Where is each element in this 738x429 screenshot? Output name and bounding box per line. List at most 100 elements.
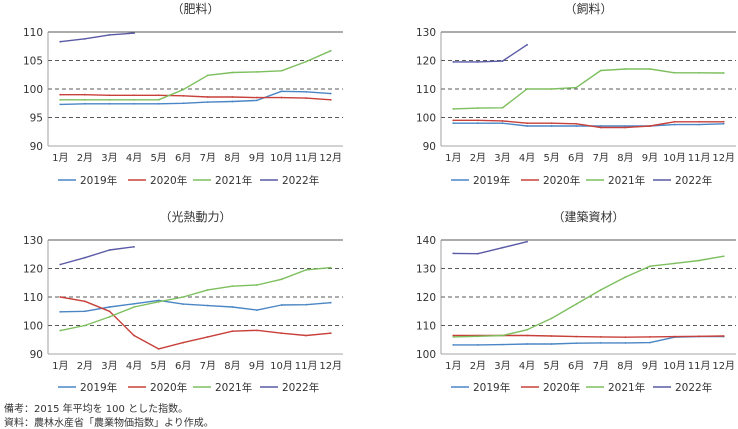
chart-panel-3: （光熱動力） 90 100 110 120 130 1月 2月 3月 4月 5月 6月 7月 8月 9月 10… [23, 210, 343, 394]
series-line-2020年 [60, 93, 331, 101]
x-tick-label: 10月 [663, 360, 686, 372]
series-line-2019年 [60, 299, 331, 313]
y-tick-label: 90 [423, 141, 436, 153]
data-point [206, 74, 209, 77]
data-point [108, 310, 111, 313]
data-point [157, 102, 160, 105]
x-tick-label: 3月 [101, 152, 117, 164]
x-tick-label: 10月 [270, 360, 293, 372]
x-tick-label: 11月 [295, 360, 318, 372]
data-point [501, 60, 504, 62]
legend-label: 2022年 [675, 381, 712, 394]
data-point [599, 336, 602, 338]
data-point [452, 122, 455, 125]
series-line-2021年 [453, 255, 724, 338]
data-point [501, 122, 504, 125]
data-point [133, 334, 135, 337]
x-tick-label: 9月 [642, 152, 658, 164]
x-tick-label: 3月 [494, 360, 510, 372]
data-point [59, 93, 62, 96]
data-point [83, 256, 86, 259]
data-point [624, 68, 627, 70]
x-tick-label: 7月 [593, 360, 609, 372]
legend-label: 2020年 [543, 174, 580, 187]
data-point [476, 252, 479, 255]
data-point [698, 259, 701, 262]
legend-label: 2022年 [282, 174, 319, 187]
data-point [550, 335, 553, 337]
series-line-2022年 [453, 241, 528, 255]
data-point [722, 120, 725, 123]
data-point [673, 71, 676, 74]
data-point [83, 324, 86, 327]
data-point [698, 335, 701, 338]
legend-label: 2019年 [80, 381, 117, 394]
data-point [59, 296, 62, 298]
data-point [108, 249, 111, 251]
data-point [575, 303, 578, 306]
chart-title: （飼料） [564, 1, 612, 16]
x-tick-label: 9月 [249, 152, 265, 164]
data-point [182, 296, 185, 298]
legend-label: 2022年 [675, 174, 712, 187]
data-point [722, 255, 725, 258]
y-tick-label: 130 [416, 27, 436, 39]
x-tick-label: 5月 [150, 360, 166, 372]
data-point [108, 33, 111, 36]
data-point [157, 94, 160, 97]
data-point [280, 278, 283, 281]
legend-label: 2020年 [150, 174, 187, 187]
x-tick-label: 8月 [617, 360, 633, 372]
chart-title: （建築資材） [552, 209, 624, 224]
y-tick-label: 95 [30, 113, 43, 125]
y-tick-label: 120 [416, 56, 436, 68]
x-tick-label: 6月 [175, 360, 191, 372]
data-point [526, 88, 528, 90]
data-point [575, 122, 578, 125]
x-tick-label: 2月 [470, 152, 486, 164]
legend-label: 2020年 [150, 381, 187, 394]
data-point [526, 125, 528, 127]
x-tick-label: 3月 [494, 152, 510, 164]
data-point [452, 108, 455, 110]
data-point [624, 125, 627, 127]
x-tick-label: 10月 [663, 152, 686, 164]
data-point [722, 72, 725, 74]
data-point [108, 98, 111, 101]
data-point [182, 341, 185, 344]
data-point [476, 343, 479, 346]
data-point [452, 119, 455, 122]
y-tick-label: 130 [23, 235, 43, 247]
data-point [575, 125, 578, 127]
data-point [649, 341, 651, 344]
series-line-2020年 [453, 119, 724, 129]
data-point [501, 343, 504, 346]
data-point [256, 99, 258, 102]
data-point [280, 96, 283, 99]
data-point [305, 90, 308, 93]
data-point [526, 328, 528, 331]
series-line-2022年 [60, 246, 135, 266]
data-point [231, 306, 234, 308]
y-tick-label: 140 [416, 235, 436, 247]
data-point [256, 329, 258, 332]
data-point [599, 69, 602, 72]
y-tick-label: 100 [416, 349, 436, 361]
data-point [231, 100, 234, 103]
y-tick-label: 120 [416, 292, 436, 304]
legend-label: 2020年 [543, 381, 580, 394]
data-point [83, 300, 86, 303]
data-point [83, 102, 86, 105]
data-point [206, 96, 209, 98]
data-point [133, 94, 135, 97]
y-tick-label: 110 [416, 321, 436, 333]
data-point [133, 245, 135, 248]
data-point [59, 103, 62, 106]
data-point [133, 32, 135, 35]
x-tick-label: 12月 [319, 360, 342, 372]
data-point [649, 265, 651, 268]
y-tick-label: 90 [30, 349, 43, 361]
data-point [476, 107, 479, 109]
data-point [329, 49, 332, 52]
